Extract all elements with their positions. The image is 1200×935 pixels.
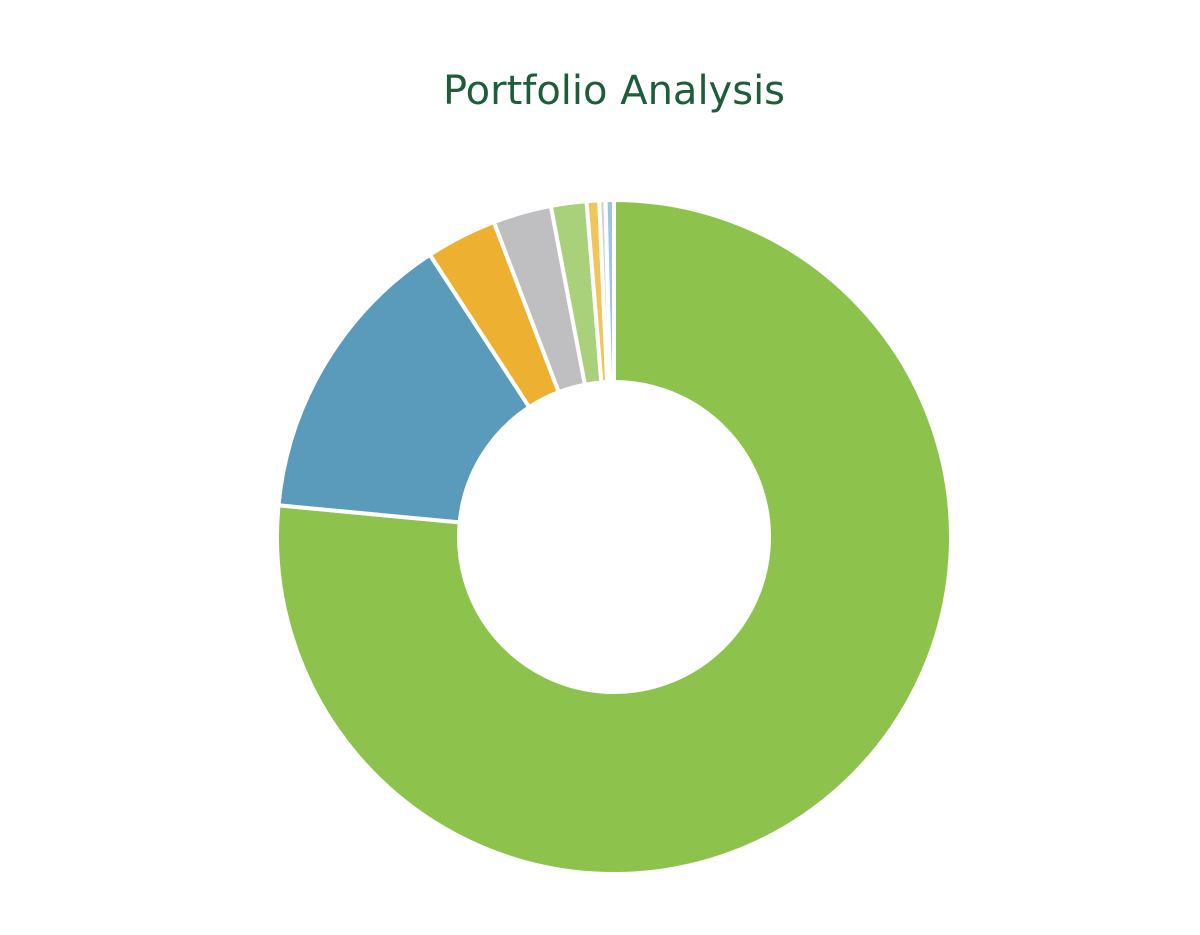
donut-slice xyxy=(603,197,616,385)
chart-title: Portfolio Analysis xyxy=(443,68,785,114)
donut-slice xyxy=(275,198,953,876)
donut-slice xyxy=(276,252,532,525)
